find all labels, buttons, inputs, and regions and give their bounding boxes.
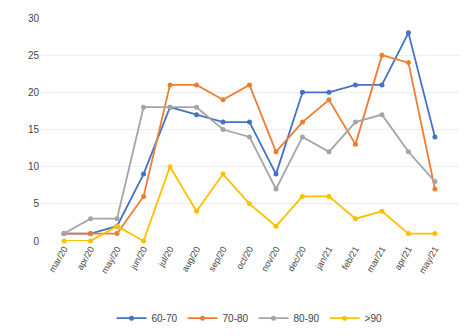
svg-text:15: 15 (28, 124, 40, 135)
svg-text:5: 5 (33, 198, 39, 209)
svg-text:25: 25 (28, 50, 40, 61)
svg-text:70-80: 70-80 (223, 313, 249, 324)
svg-text:feb/21: feb/21 (340, 245, 361, 272)
svg-text:apr/20: apr/20 (75, 245, 96, 272)
svg-text:80-90: 80-90 (294, 313, 320, 324)
svg-text:aug/20: aug/20 (180, 245, 202, 274)
svg-text:jul/20: jul/20 (156, 245, 176, 269)
svg-text:oct/20: oct/20 (234, 245, 255, 271)
svg-text:jun/20: jun/20 (128, 245, 149, 272)
svg-text:sep/20: sep/20 (206, 245, 228, 273)
svg-text:20: 20 (28, 87, 40, 98)
svg-text:may/21: may/21 (417, 245, 440, 276)
svg-text:dec/20: dec/20 (286, 245, 308, 273)
svg-text:>90: >90 (365, 313, 382, 324)
svg-text:10: 10 (28, 161, 40, 172)
svg-text:30: 30 (28, 13, 40, 24)
svg-text:nov/20: nov/20 (259, 245, 281, 273)
svg-text:60-70: 60-70 (152, 313, 178, 324)
svg-text:apr/21: apr/21 (393, 245, 414, 272)
svg-text:0: 0 (33, 236, 39, 247)
svg-text:jan/21: jan/21 (313, 245, 334, 272)
svg-text:mar/21: mar/21 (365, 245, 388, 274)
svg-text:mar/20: mar/20 (47, 245, 70, 274)
svg-text:may/20: may/20 (99, 245, 122, 276)
